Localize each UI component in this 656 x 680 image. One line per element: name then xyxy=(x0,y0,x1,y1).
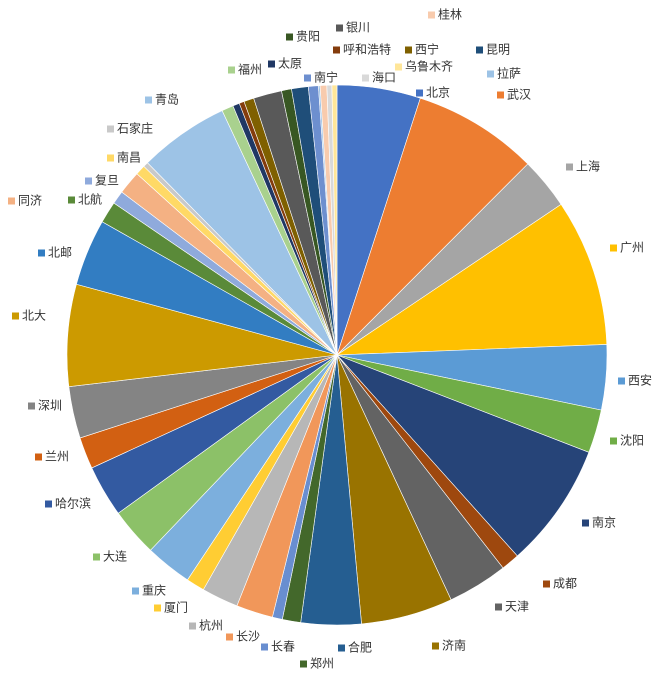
label-marker xyxy=(432,642,439,650)
slice-label: 广州 xyxy=(620,241,644,255)
label-marker xyxy=(395,63,402,71)
slice-label: 北京 xyxy=(426,86,450,100)
slice-label: 西安 xyxy=(628,373,652,388)
slice-label: 沈阳 xyxy=(620,433,644,448)
label-marker xyxy=(228,66,235,74)
slice-label: 同济 xyxy=(18,193,42,208)
slice-label: 天津 xyxy=(505,600,529,614)
slice-label: 深圳 xyxy=(38,399,62,413)
label-marker xyxy=(497,91,504,99)
label-marker xyxy=(610,437,617,445)
label-marker xyxy=(428,11,435,19)
label-marker xyxy=(261,643,268,651)
slice-label: 昆明 xyxy=(486,43,510,57)
slice-label: 郑州 xyxy=(310,656,334,671)
pie-slice xyxy=(331,84,338,356)
pie-slice xyxy=(336,97,529,356)
label-marker xyxy=(107,154,114,162)
slice-label: 太原 xyxy=(278,56,302,71)
slice-label: 复旦 xyxy=(95,174,119,188)
slice-label: 南京 xyxy=(592,515,616,530)
label-marker xyxy=(304,74,311,82)
label-marker xyxy=(28,402,35,410)
label-marker xyxy=(582,519,589,527)
label-marker xyxy=(68,196,75,204)
label-marker xyxy=(286,33,293,41)
slice-label: 北大 xyxy=(22,309,46,323)
slice-label: 长沙 xyxy=(236,630,260,644)
label-marker xyxy=(338,644,345,652)
slice-label: 南宁 xyxy=(314,70,338,85)
label-marker xyxy=(336,24,343,32)
slice-label: 桂林 xyxy=(438,7,462,22)
slice-label: 银川 xyxy=(346,21,370,35)
slice-label: 青岛 xyxy=(155,92,179,107)
label-marker xyxy=(12,312,19,320)
label-marker xyxy=(154,604,161,612)
slice-label: 长春 xyxy=(271,640,295,654)
label-marker xyxy=(226,633,233,641)
label-marker xyxy=(85,177,92,185)
label-marker xyxy=(45,500,52,508)
slice-label: 海口 xyxy=(372,70,396,85)
slice-label: 合肥 xyxy=(348,640,372,655)
slice-label: 南昌 xyxy=(117,150,141,165)
label-marker xyxy=(495,603,502,611)
pie-slice xyxy=(335,204,608,356)
label-marker xyxy=(566,163,573,171)
label-marker xyxy=(132,587,139,595)
label-marker xyxy=(362,74,369,82)
label-marker xyxy=(610,244,617,252)
slice-label: 福州 xyxy=(238,62,262,77)
label-marker xyxy=(93,553,100,561)
slice-label: 上海 xyxy=(576,159,600,174)
label-marker xyxy=(145,96,152,104)
label-marker xyxy=(333,46,340,54)
pie-slice xyxy=(336,354,590,557)
slice-label: 北邮 xyxy=(48,246,72,260)
slice-label: 兰州 xyxy=(45,450,69,464)
slice-label: 北航 xyxy=(78,192,102,207)
label-marker xyxy=(300,660,307,668)
label-marker xyxy=(487,70,494,78)
label-marker xyxy=(35,453,42,461)
label-marker xyxy=(543,580,550,588)
label-marker xyxy=(405,46,412,54)
slice-label: 呼和浩特 xyxy=(343,42,391,57)
label-marker xyxy=(476,46,483,54)
slice-label: 成都 xyxy=(553,577,577,591)
label-marker xyxy=(189,622,196,630)
slice-label: 贵阳 xyxy=(296,30,320,44)
slice-label: 西宁 xyxy=(415,42,439,57)
slice-label: 大连 xyxy=(103,549,127,564)
label-marker xyxy=(618,377,625,385)
slice-label: 乌鲁木齐 xyxy=(405,59,453,74)
slice-label: 重庆 xyxy=(142,584,166,598)
label-marker xyxy=(8,197,15,205)
label-marker xyxy=(416,89,423,97)
label-marker xyxy=(268,60,275,68)
label-marker xyxy=(38,249,45,257)
slice-label: 石家庄 xyxy=(117,121,153,136)
slice-label: 拉萨 xyxy=(497,66,521,81)
label-marker xyxy=(107,125,114,133)
slice-label: 杭州 xyxy=(199,618,223,633)
slice-label: 济南 xyxy=(442,638,466,653)
slice-label: 哈尔滨 xyxy=(55,496,91,511)
slice-label: 武汉 xyxy=(507,88,531,102)
slice-label: 厦门 xyxy=(164,600,188,615)
